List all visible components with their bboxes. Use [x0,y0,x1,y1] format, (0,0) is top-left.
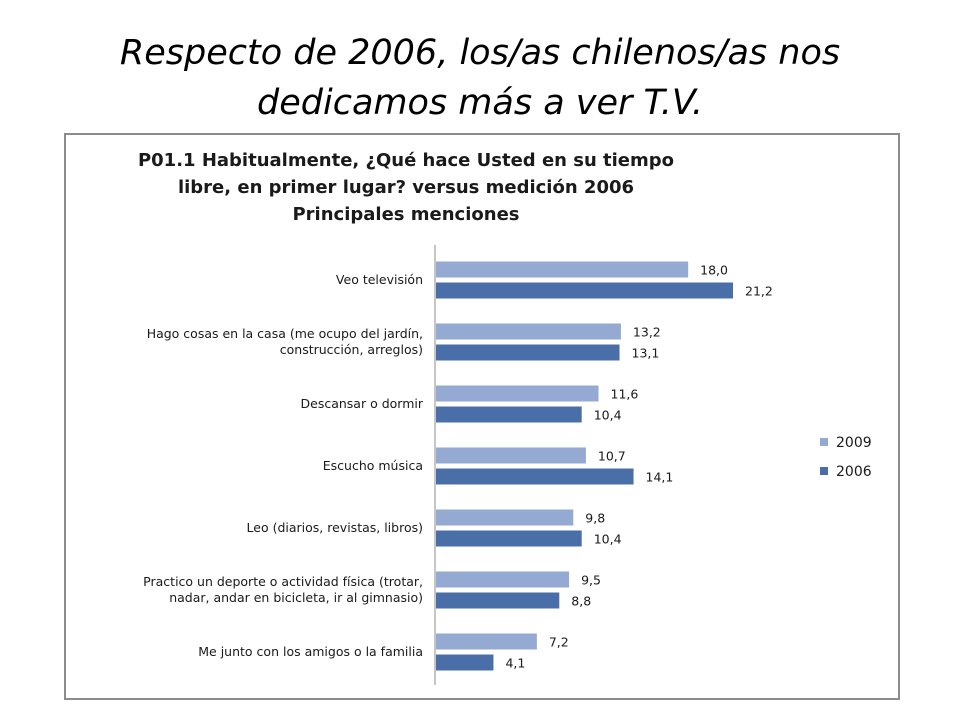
category-label: Me junto con los amigos o la familia [198,644,423,659]
category-label: Escucho música [323,458,423,473]
data-label-2009: 10,7 [598,449,626,464]
data-label-2006: 10,4 [594,532,622,547]
chart-frame: P01.1 Habitualmente, ¿Qué hace Usted en … [64,133,900,700]
bar-2006 [436,406,582,423]
legend-label-2009: 2009 [836,435,872,451]
category-label: construcción, arreglos) [280,342,423,357]
category-label: Practico un deporte o actividad física (… [143,574,423,589]
category-label: Descansar o dormir [301,396,424,411]
slide-title-line-1: Respecto de 2006, los/as chilenos/as nos [119,33,841,73]
bar-2006 [436,344,620,361]
bar-chart: Veo televisión 18,0 21,2 Hago cosas en la c… [143,245,872,685]
bar-2006 [436,282,733,299]
data-label-2006: 8,8 [571,594,591,609]
data-label-2009: 18,0 [700,263,728,278]
chart-title: P01.1 Habitualmente, ¿Qué hace Usted en … [66,147,746,228]
category-label: Veo televisión [336,272,423,287]
bar-2009 [436,261,689,278]
bar-2006 [436,468,634,485]
category-label: Hago cosas en la casa (me ocupo del jard… [147,326,423,341]
legend-swatch-2009 [820,438,828,446]
data-label-2009: 13,2 [633,325,661,340]
data-label-2009: 11,6 [611,387,639,402]
bar-2009 [436,633,537,650]
data-label-2006: 14,1 [646,470,674,485]
category-label: nadar, andar en bicicleta, ir al gimnasi… [169,590,423,605]
bar-2006 [436,530,582,547]
category-label: Leo (diarios, revistas, libros) [247,520,423,535]
chart-title-line-1: P01.1 Habitualmente, ¿Qué hace Usted en … [137,150,675,171]
chart-title-line-3: Principales menciones [292,204,520,225]
bar-2009 [436,509,574,526]
data-label-2006: 10,4 [594,408,622,423]
slide-title-line-2: dedicamos más a ver T.V. [257,83,703,123]
bar-2006 [436,592,560,609]
legend-label-2006: 2006 [836,464,872,480]
chart-title-line-2: libre, en primer lugar? versus medición … [177,177,635,198]
slide-title: Respecto de 2006, los/as chilenos/as nos… [60,28,900,128]
bar-2009 [436,385,599,402]
legend-swatch-2006 [820,467,828,475]
data-label-2009: 9,8 [585,511,605,526]
data-label-2009: 9,5 [581,573,601,588]
bar-2006 [436,654,494,671]
data-label-2006: 21,2 [745,284,773,299]
bar-2009 [436,323,621,340]
data-label-2006: 4,1 [505,656,525,671]
bar-2009 [436,571,570,588]
data-label-2006: 13,1 [632,346,660,361]
bar-2009 [436,447,586,464]
data-label-2009: 7,2 [549,635,569,650]
